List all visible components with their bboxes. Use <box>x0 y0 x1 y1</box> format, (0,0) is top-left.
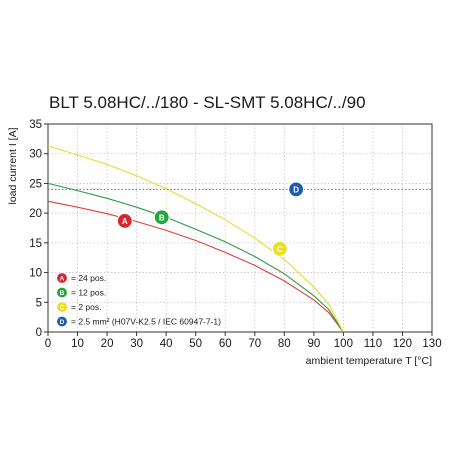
marker-letter: C <box>277 245 283 254</box>
legend-label: = 2.5 mm² (H07V-K2.5 / IEC 60947-7-1) <box>71 317 221 327</box>
x-tick-label: 30 <box>130 338 143 350</box>
x-tick-label: 10 <box>71 338 84 350</box>
y-tick-label: 30 <box>29 149 42 161</box>
chart-title: BLT 5.08HC/../180 - SL-SMT 5.08HC/../90 <box>49 93 366 112</box>
series-lines <box>47 145 432 333</box>
y-axis-label: load current I [A] <box>7 127 19 204</box>
legend-marker <box>56 272 68 284</box>
x-axis-label: ambient temperature T [°C] <box>306 355 432 367</box>
x-tick-label: 120 <box>393 338 412 350</box>
marker-letter: B <box>159 213 165 222</box>
legend-label: = 12 pos. <box>71 288 106 298</box>
x-tick-label: 50 <box>189 338 202 350</box>
x-tick-label: 40 <box>160 338 173 350</box>
x-tick-label: 60 <box>219 338 232 350</box>
grid <box>48 124 432 332</box>
y-tick-label: 5 <box>36 297 42 309</box>
legend-marker <box>56 315 68 328</box>
axes <box>47 123 433 333</box>
legend: A = 24 pos. B = 12 pos. C = 2 pos. D = 2.5 mm² … <box>56 272 221 328</box>
legend-item-c: C = 2 pos. <box>56 301 101 313</box>
series-line-a <box>47 200 344 333</box>
x-tick-label: 80 <box>278 338 291 350</box>
y-tick-label: 35 <box>29 119 42 131</box>
x-tick-label: 110 <box>364 338 382 350</box>
marker-circle <box>116 212 133 229</box>
series-line-c <box>47 145 344 333</box>
x-tick-label: 130 <box>422 338 441 350</box>
legend-marker-letter: D <box>60 319 65 326</box>
x-tick-label: 0 <box>45 338 51 350</box>
legend-marker <box>56 286 68 299</box>
legend-label: = 24 pos. <box>71 273 106 283</box>
legend-marker-letter: C <box>60 305 65 312</box>
legend-item-d: D = 2.5 mm² (H07V-K2.5 / IEC 60947-7-1) <box>56 315 221 328</box>
marker-circle <box>288 181 305 198</box>
legend-marker <box>56 301 68 313</box>
y-tick-label: 25 <box>29 178 42 190</box>
legend-marker-letter: A <box>60 276 65 283</box>
x-tick-label: 70 <box>248 338 261 350</box>
y-tick-label: 0 <box>36 327 42 339</box>
series-markers: A B C D <box>116 181 305 257</box>
series-marker-a: A <box>116 212 133 229</box>
marker-letter: D <box>293 185 299 194</box>
series-marker-d: D <box>288 181 305 198</box>
legend-label: = 2 pos. <box>71 302 101 312</box>
series-line-b <box>47 182 344 333</box>
marker-letter: A <box>122 217 128 226</box>
series-marker-c: C <box>271 240 288 257</box>
y-tick-label: 10 <box>29 268 42 280</box>
y-tick-label: 15 <box>29 238 42 250</box>
y-tick-label: 20 <box>29 208 42 220</box>
legend-item-a: A = 24 pos. <box>56 272 106 284</box>
legend-item-b: B = 12 pos. <box>56 286 106 299</box>
tick-labels: 0 10 20 30 40 50 60 70 80 90 100 110 120 130 0 5 10 15 20 2… <box>29 119 441 350</box>
x-tick-label: 20 <box>101 338 114 350</box>
x-tick-label: 90 <box>307 338 320 350</box>
marker-circle <box>271 240 288 257</box>
series-marker-b: B <box>153 209 170 226</box>
legend-marker-letter: B <box>60 290 65 297</box>
marker-circle <box>153 209 170 226</box>
plot-frame <box>47 123 433 333</box>
x-tick-label: 100 <box>334 338 353 350</box>
